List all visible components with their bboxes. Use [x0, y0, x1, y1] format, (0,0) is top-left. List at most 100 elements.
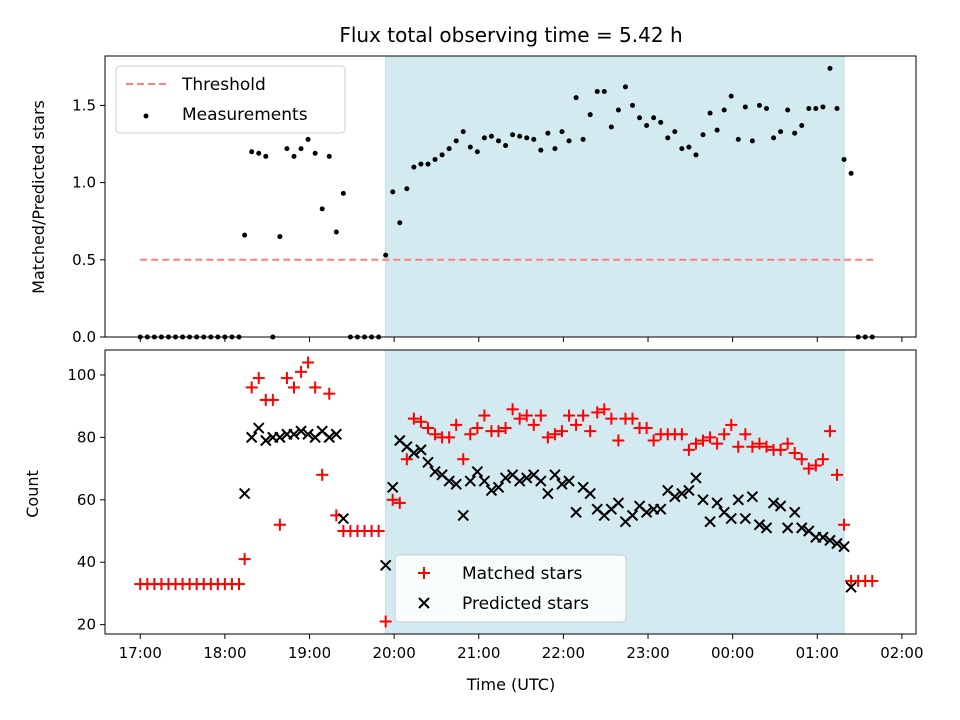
matched-star-point	[725, 418, 738, 431]
matched-star-point	[393, 496, 406, 509]
predicted-star-point	[563, 475, 575, 487]
measurement-point	[531, 136, 537, 142]
matched-star-point	[316, 468, 329, 481]
predicted-star-point	[760, 522, 773, 534]
measurement-point	[665, 135, 671, 141]
predicted-star-point	[725, 512, 737, 525]
measurement-point	[326, 153, 332, 159]
predicted-star-point	[697, 494, 709, 506]
x-tick-label: 17:00	[119, 644, 162, 662]
measurement-point	[580, 136, 586, 142]
predicted-star-point	[669, 490, 681, 503]
matched-star-point	[760, 440, 773, 453]
predicted-star-point	[337, 512, 350, 525]
measurement-point	[312, 150, 318, 156]
matched-star-point	[795, 453, 808, 466]
measurement-point	[291, 153, 297, 159]
matched-star-point	[831, 468, 844, 481]
measurement-point	[538, 147, 544, 153]
matched-star-point	[414, 415, 427, 428]
matched-star-point	[506, 403, 519, 416]
measurement-point	[510, 132, 516, 138]
predicted-star-point	[422, 456, 434, 469]
measurement-point	[418, 161, 424, 167]
matched-star-point	[232, 578, 245, 591]
predicted-star-point	[295, 425, 307, 437]
matched-star-point	[816, 453, 829, 466]
matched-star-point	[464, 428, 477, 441]
measurement-point	[651, 115, 657, 121]
matched-star-point	[478, 409, 491, 422]
predicted-star-point	[767, 497, 780, 509]
measurement-point	[552, 146, 558, 152]
x-tick-label: 01:00	[796, 644, 839, 662]
top-observing-window	[385, 55, 845, 338]
measurement-point	[481, 135, 487, 141]
matched-star-point	[866, 574, 879, 587]
predicted-star-point	[676, 487, 688, 500]
predicted-star-point	[570, 506, 582, 518]
predicted-star-point	[415, 444, 427, 456]
matched-star-point	[295, 365, 308, 378]
measurement-point	[763, 105, 769, 111]
predicted-star-point	[288, 428, 300, 440]
matched-star-point	[492, 425, 505, 438]
bottom-y-tick-label: 40	[77, 553, 96, 571]
matched-star-point	[781, 437, 794, 450]
predicted-star-point	[499, 472, 512, 484]
predicted-star-point	[746, 490, 759, 503]
measurement-point	[608, 124, 614, 130]
predicted-star-point	[274, 431, 286, 444]
matched-star-point	[563, 409, 576, 422]
matched-star-point	[548, 428, 561, 441]
matched-star-point	[513, 412, 526, 425]
predicted-star-point	[330, 428, 343, 440]
top-y-tick-label: 0.5	[72, 251, 96, 269]
x-tick-label: 21:00	[457, 644, 500, 662]
bottom-y-tick-label: 20	[77, 616, 96, 634]
measurement-point	[756, 102, 762, 108]
measurement-point	[622, 84, 628, 90]
predicted-star-point	[704, 515, 716, 528]
predicted-star-point	[655, 503, 667, 515]
x-tick-label: 18:00	[203, 644, 246, 662]
measurement-point	[404, 186, 410, 192]
top-y-tick-label: 0.0	[72, 328, 96, 346]
measurement-point	[446, 146, 452, 152]
measurement-point	[242, 232, 248, 238]
bottom-y-tick-label: 60	[77, 491, 96, 509]
measurement-point	[496, 138, 502, 144]
matched-star-point	[718, 428, 731, 441]
top-legend-box	[115, 65, 346, 134]
predicted-star-point	[408, 447, 420, 459]
measurement-point	[305, 136, 311, 142]
matched-star-point	[640, 422, 653, 435]
measurement-point	[263, 153, 269, 159]
top-legend: Threshold Measurements	[115, 65, 346, 134]
matched-star-point	[570, 418, 583, 431]
measurement-point	[432, 156, 438, 162]
predicted-star-point	[253, 422, 265, 434]
matched-star-point	[689, 437, 702, 450]
predicted-star-point	[245, 431, 258, 444]
predicted-star-point	[492, 481, 505, 494]
measurement-point	[333, 229, 339, 235]
chart-title: Flux total observing time = 5.42 h	[339, 23, 682, 47]
measurement-point	[256, 150, 262, 156]
measurement-point	[453, 138, 459, 144]
predicted-star-point	[549, 469, 561, 481]
measurement-point	[340, 190, 346, 196]
matched-star-point	[372, 525, 385, 538]
measurement-point	[277, 234, 283, 240]
predicted-star-point	[471, 466, 484, 478]
measurement-point	[658, 119, 664, 125]
bottom-y-tick-label: 80	[77, 428, 96, 446]
measurement-point	[707, 110, 713, 116]
matched-star-point	[280, 372, 293, 385]
measurement-point	[742, 104, 748, 110]
matched-star-point	[739, 428, 752, 441]
legend-measurements-swatch	[143, 113, 149, 119]
measurement-point	[474, 149, 480, 155]
matched-star-point	[802, 462, 815, 475]
measurement-point	[813, 105, 819, 111]
